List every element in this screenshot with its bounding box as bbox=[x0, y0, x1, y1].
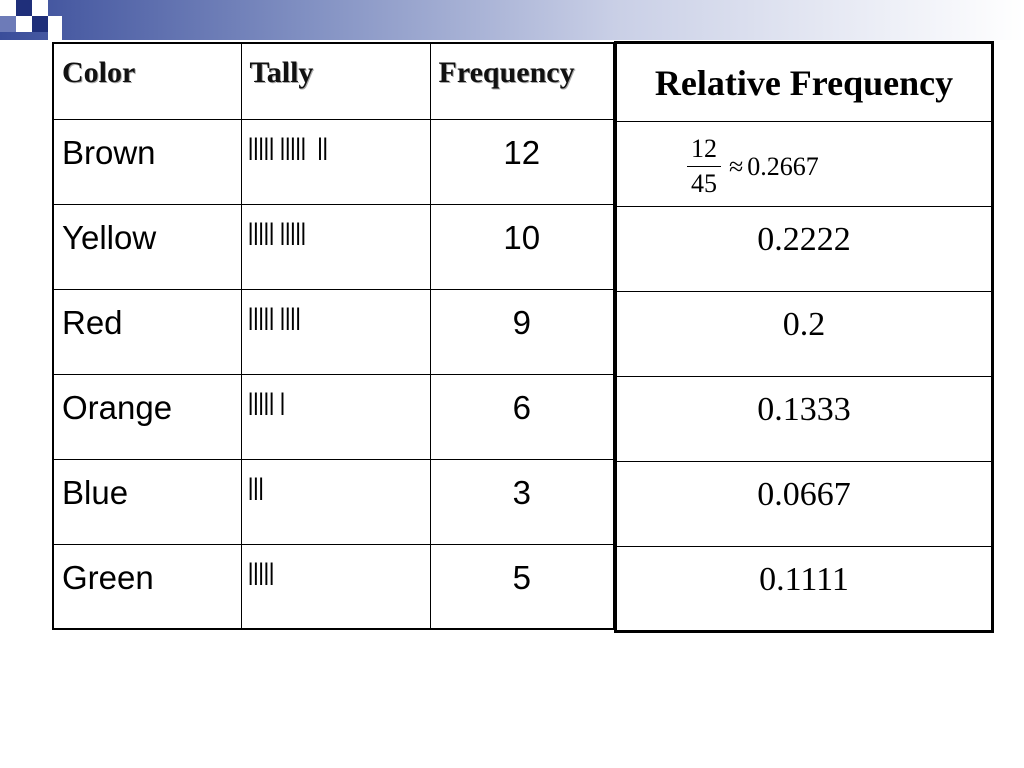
frequency-table: Color Tally Frequency Brown ||||| ||||| … bbox=[52, 42, 615, 630]
fraction: 12 45 bbox=[687, 134, 721, 199]
tally-cell: ||||| |||| bbox=[240, 288, 431, 375]
table-row: Brown ||||| ||||| || 12 bbox=[52, 118, 615, 205]
color-cell: Blue bbox=[52, 458, 242, 545]
header-square-decoration bbox=[0, 16, 16, 32]
color-cell: Brown bbox=[52, 118, 242, 205]
tally-column-header: Tally bbox=[240, 42, 431, 120]
relative-frequency-column-header: Relative Frequency bbox=[615, 42, 993, 122]
relative-frequency-table: Relative Frequency 12 45 ≈ 0.2667 0.2222… bbox=[614, 41, 994, 633]
slide-header-bar bbox=[0, 0, 1024, 40]
tally-cell: ||| bbox=[240, 458, 431, 545]
relative-frequency-cell: 12 45 ≈ 0.2667 bbox=[615, 121, 993, 207]
frequency-cell: 3 bbox=[429, 458, 615, 545]
approx-symbol: ≈ bbox=[729, 151, 744, 181]
color-cell: Red bbox=[52, 288, 242, 375]
color-cell: Green bbox=[52, 543, 242, 630]
tally-cell: ||||| ||||| || bbox=[240, 118, 431, 205]
table-row: 12 45 ≈ 0.2667 bbox=[615, 121, 993, 207]
color-cell: Orange bbox=[52, 373, 242, 460]
table-row: 0.0667 bbox=[615, 461, 993, 547]
relative-frequency-value: 0.2667 bbox=[747, 151, 819, 181]
table-row: 0.2222 bbox=[615, 206, 993, 292]
relative-frequency-cell: 0.1333 bbox=[615, 376, 993, 462]
tally-cell: ||||| bbox=[240, 543, 431, 630]
header-square-decoration bbox=[32, 0, 48, 16]
frequency-cell: 12 bbox=[429, 118, 615, 205]
table-row: 0.1333 bbox=[615, 376, 993, 462]
frequency-cell: 6 bbox=[429, 373, 615, 460]
table-row: Blue ||| 3 bbox=[52, 458, 615, 545]
relative-frequency-cell: 0.2222 bbox=[615, 206, 993, 292]
frequency-cell: 10 bbox=[429, 203, 615, 290]
color-cell: Yellow bbox=[52, 203, 242, 290]
header-square-decoration bbox=[32, 16, 48, 32]
table-header-row: Color Tally Frequency bbox=[52, 42, 615, 120]
frequency-column-header: Frequency bbox=[429, 42, 615, 120]
relative-frequency-cell: 0.1111 bbox=[615, 546, 993, 632]
fraction-numerator: 12 bbox=[687, 134, 721, 167]
relative-frequency-cell: 0.2 bbox=[615, 291, 993, 377]
fraction-expression: 12 45 ≈ 0.2667 bbox=[687, 134, 819, 199]
table-row: Green ||||| 5 bbox=[52, 543, 615, 630]
header-square-decoration bbox=[16, 16, 32, 32]
table-row: Orange ||||| | 6 bbox=[52, 373, 615, 460]
tally-cell: ||||| | bbox=[240, 373, 431, 460]
header-square-decoration bbox=[16, 0, 32, 16]
table-row: Yellow ||||| ||||| 10 bbox=[52, 203, 615, 290]
relative-frequency-cell: 0.0667 bbox=[615, 461, 993, 547]
frequency-cell: 9 bbox=[429, 288, 615, 375]
tally-cell: ||||| ||||| bbox=[240, 203, 431, 290]
table-row: 0.1111 bbox=[615, 546, 993, 632]
table-row: 0.2 bbox=[615, 291, 993, 377]
frequency-cell: 5 bbox=[429, 543, 615, 630]
header-square-decoration bbox=[0, 0, 16, 16]
fraction-denominator: 45 bbox=[691, 169, 717, 198]
table-header-row: Relative Frequency bbox=[615, 42, 993, 122]
header-square-decoration bbox=[48, 16, 62, 40]
table-row: Red ||||| |||| 9 bbox=[52, 288, 615, 375]
color-column-header: Color bbox=[52, 42, 242, 120]
